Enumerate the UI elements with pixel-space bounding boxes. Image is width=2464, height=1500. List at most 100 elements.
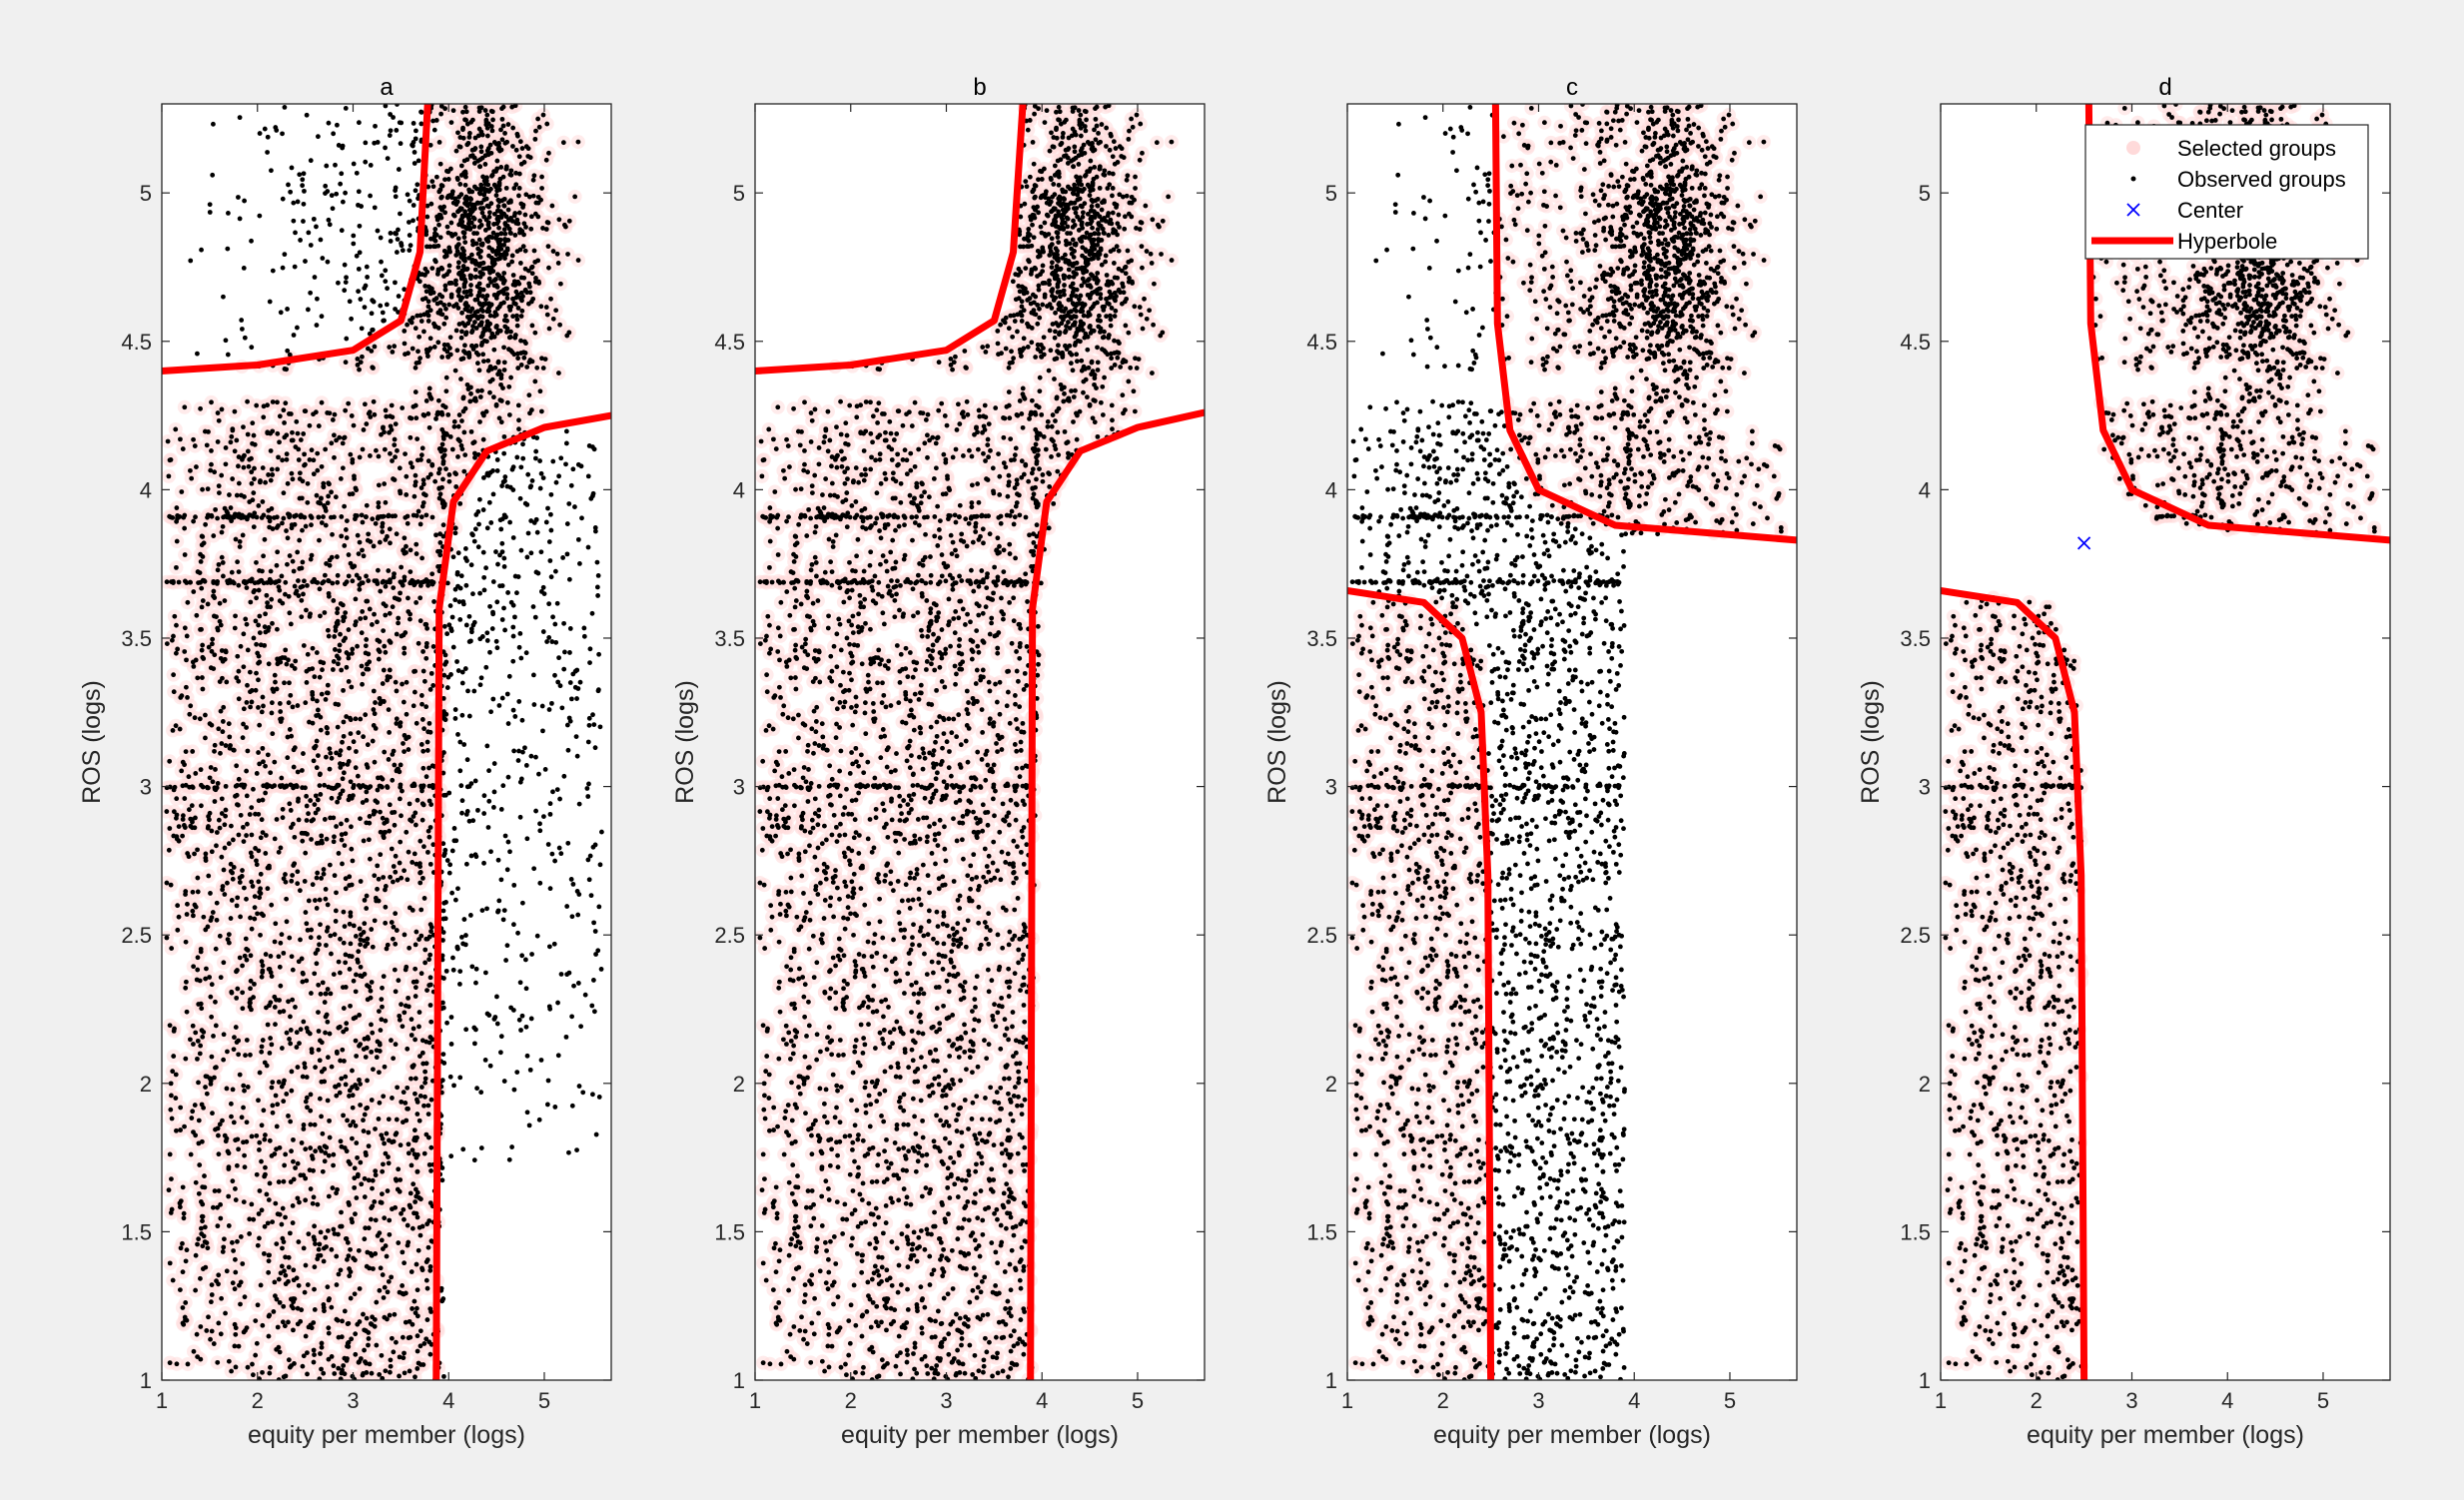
observed-group-marker — [411, 689, 417, 695]
observed-group-marker — [305, 1282, 311, 1287]
observed-group-marker — [194, 1331, 200, 1337]
observed-group-marker — [273, 921, 279, 927]
observed-group-marker — [259, 709, 265, 715]
observed-group-marker — [263, 1164, 268, 1170]
observed-group-marker — [331, 598, 337, 603]
observed-group-marker — [249, 699, 255, 705]
observed-group-marker — [260, 465, 266, 470]
observed-group-marker — [270, 399, 276, 404]
observed-group-marker — [173, 426, 179, 432]
observed-group-marker — [286, 1264, 292, 1270]
observed-group-marker — [316, 1047, 322, 1053]
observed-group-marker — [391, 1056, 397, 1062]
observed-group-marker — [261, 703, 266, 709]
observed-group-marker — [313, 1148, 319, 1154]
observed-group-marker — [254, 858, 259, 864]
observed-group-marker — [237, 544, 243, 549]
observed-group-marker — [298, 937, 303, 943]
observed-group-marker — [244, 957, 250, 963]
observed-group-marker — [294, 1030, 300, 1036]
observed-group-marker — [417, 870, 423, 875]
observed-group-marker — [426, 424, 432, 430]
observed-group-marker — [386, 1117, 392, 1123]
observed-group-marker — [399, 1002, 404, 1008]
observed-group-marker — [342, 843, 348, 848]
observed-group-marker — [333, 494, 339, 500]
observed-group-marker — [169, 1176, 174, 1182]
observed-group-marker — [266, 1269, 272, 1275]
observed-group-marker — [358, 964, 364, 970]
observed-group-marker — [355, 643, 360, 649]
observed-group-marker — [417, 880, 423, 886]
observed-group-marker — [379, 1017, 385, 1023]
observed-group-marker — [200, 486, 205, 492]
observed-group-marker — [377, 1070, 382, 1076]
observed-group-marker — [339, 1209, 344, 1215]
observed-group-marker — [283, 1272, 289, 1278]
observed-group-marker — [247, 812, 253, 817]
observed-group-marker — [236, 463, 241, 469]
observed-group-marker — [209, 1282, 215, 1288]
observed-group-marker — [361, 838, 367, 844]
observed-group-marker — [230, 1178, 236, 1184]
observed-group-marker — [236, 696, 242, 702]
observed-group-marker — [282, 1162, 288, 1168]
observed-group-marker — [234, 903, 240, 909]
observed-group-marker — [216, 1272, 222, 1278]
observed-group-marker — [428, 1097, 434, 1103]
observed-group-marker — [290, 429, 295, 435]
observed-group-marker — [356, 551, 362, 557]
observed-group-marker — [177, 726, 183, 732]
observed-group-marker — [222, 1236, 227, 1242]
observed-group-marker — [242, 494, 247, 499]
observed-group-marker — [372, 711, 378, 717]
observed-group-marker — [358, 1082, 363, 1087]
observed-group-marker — [411, 1298, 417, 1304]
observed-group-marker — [214, 917, 220, 923]
observed-group-marker — [266, 1252, 272, 1258]
observed-group-marker — [310, 645, 316, 651]
observed-group-marker — [422, 947, 428, 953]
observed-group-marker — [234, 437, 240, 443]
observed-group-marker — [366, 1129, 372, 1135]
observed-group-marker — [350, 1068, 355, 1074]
observed-group-marker — [300, 527, 305, 533]
observed-group-marker — [348, 779, 354, 785]
observed-group-marker — [297, 888, 303, 894]
observed-group-marker — [208, 1299, 214, 1305]
observed-group-marker — [396, 1166, 402, 1172]
observed-group-marker — [188, 1151, 194, 1157]
observed-group-marker — [240, 1261, 246, 1266]
observed-group-marker — [401, 1090, 407, 1096]
observed-group-marker — [221, 573, 226, 579]
observed-group-marker — [203, 521, 209, 527]
observed-group-marker — [425, 849, 430, 855]
observed-group-marker — [169, 1093, 174, 1099]
observed-group-marker — [315, 797, 321, 803]
observed-group-marker — [219, 406, 225, 412]
observed-group-marker — [332, 647, 338, 652]
observed-group-marker — [412, 1199, 418, 1204]
observed-group-marker — [304, 803, 310, 809]
observed-group-marker — [201, 656, 207, 661]
observed-group-marker — [314, 906, 320, 911]
observed-group-marker — [413, 415, 419, 421]
observed-group-marker — [247, 1004, 253, 1010]
observed-group-marker — [244, 793, 250, 799]
observed-group-marker — [174, 505, 180, 510]
observed-group-marker — [422, 1080, 428, 1086]
observed-group-marker — [441, 1373, 446, 1379]
observed-group-marker — [275, 399, 280, 405]
observed-group-marker — [258, 1282, 264, 1288]
observed-group-marker — [267, 1370, 273, 1376]
observed-group-marker — [256, 587, 262, 593]
observed-group-marker — [191, 964, 197, 970]
observed-group-marker — [233, 1186, 238, 1191]
observed-group-marker — [301, 1123, 307, 1127]
observed-group-marker — [395, 1085, 401, 1091]
observed-group-marker — [356, 1359, 362, 1365]
observed-group-marker — [169, 946, 175, 951]
observed-group-marker — [187, 711, 193, 717]
observed-group-marker — [358, 716, 364, 722]
observed-group-marker — [303, 1262, 309, 1268]
